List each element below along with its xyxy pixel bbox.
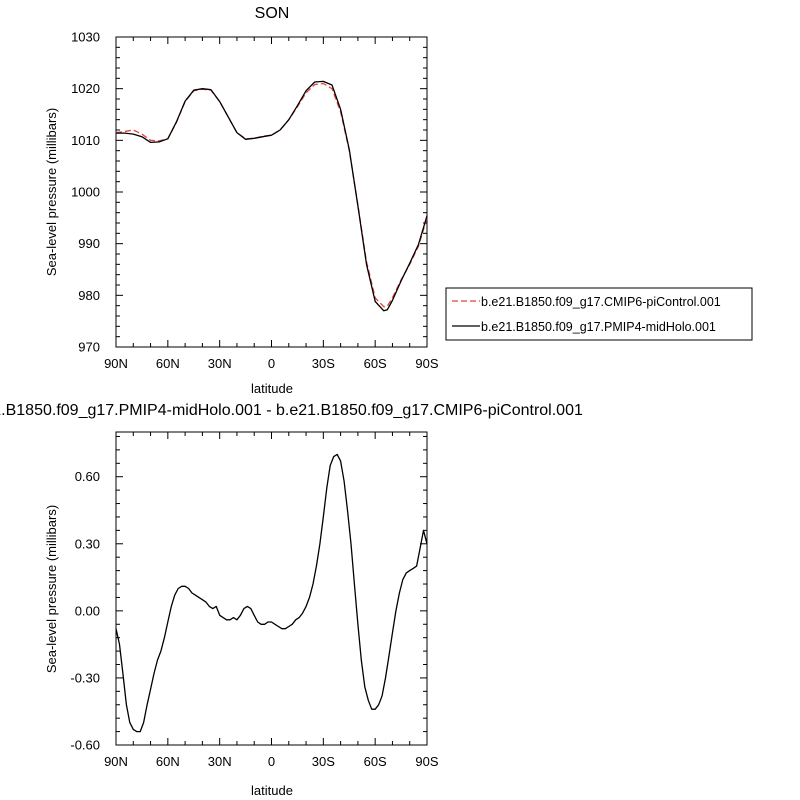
x-tick-label: 90S bbox=[415, 754, 438, 769]
y-tick-label: -0.30 bbox=[70, 670, 100, 685]
bottom-x-tick-labels: 90N 60N 30N 0 30S 60S 90S bbox=[104, 754, 439, 769]
top-panel: SON 90N 60N 30N 0 30S 60S 90S 970 980 990 1000 101… bbox=[44, 5, 439, 396]
x-tick-label: 30N bbox=[208, 356, 232, 371]
x-tick-label: 30S bbox=[312, 356, 335, 371]
y-tick-label: 970 bbox=[78, 340, 100, 355]
bottom-tick-marks bbox=[115, 432, 428, 746]
x-tick-label: 90N bbox=[104, 754, 128, 769]
bottom-x-axis-label: latitude bbox=[251, 783, 293, 798]
legend-label-midholo: b.e21.B1850.f09_g17.PMIP4-midHolo.001 bbox=[481, 320, 716, 334]
bottom-series-lines bbox=[115, 453, 428, 733]
legend-box bbox=[445, 287, 753, 341]
y-tick-label: 1000 bbox=[71, 185, 100, 200]
x-tick-label: 90N bbox=[104, 356, 128, 371]
series-line-0-1 bbox=[116, 80, 428, 312]
series-line-1-0 bbox=[115, 453, 428, 733]
y-tick-label: 980 bbox=[78, 288, 100, 303]
y-tick-label: 1010 bbox=[71, 133, 100, 148]
x-tick-label: 90S bbox=[415, 356, 438, 371]
y-tick-label: 1030 bbox=[71, 30, 100, 45]
x-tick-label: 60S bbox=[364, 356, 387, 371]
top-x-axis-label: latitude bbox=[251, 381, 293, 396]
top-plot-frame bbox=[115, 36, 428, 348]
y-tick-label: 0.30 bbox=[75, 536, 100, 551]
top-chart-title: SON bbox=[255, 5, 290, 22]
y-tick-label: 0.00 bbox=[75, 603, 100, 618]
x-tick-label: 60S bbox=[364, 754, 387, 769]
bottom-y-tick-labels: -0.60 -0.30 0.00 0.30 0.60 bbox=[70, 469, 100, 752]
top-x-tick-labels: 90N 60N 30N 0 30S 60S 90S bbox=[104, 356, 439, 371]
x-tick-label: 60N bbox=[156, 754, 180, 769]
legend-label-picontrol: b.e21.B1850.f09_g17.CMIP6-piControl.001 bbox=[481, 295, 721, 309]
x-tick-label: 0 bbox=[268, 754, 275, 769]
bottom-chart-title: b.e21.B1850.f09_g17.PMIP4-midHolo.001 - … bbox=[0, 402, 583, 419]
x-tick-label: 30S bbox=[312, 754, 335, 769]
top-series-lines bbox=[115, 80, 428, 312]
y-tick-label: 0.60 bbox=[75, 469, 100, 484]
x-tick-label: 30N bbox=[208, 754, 232, 769]
bottom-y-axis-label: Sea-level pressure (millibars) bbox=[44, 505, 59, 673]
top-y-tick-labels: 970 980 990 1000 1010 1020 1030 bbox=[71, 30, 100, 355]
top-y-axis-label: Sea-level pressure (millibars) bbox=[44, 108, 59, 276]
y-tick-label: 990 bbox=[78, 236, 100, 251]
top-tick-marks bbox=[115, 36, 428, 348]
series-line-0-0 bbox=[115, 82, 428, 308]
x-tick-label: 0 bbox=[268, 356, 275, 371]
y-tick-label: -0.60 bbox=[70, 738, 100, 753]
bottom-panel: b.e21.B1850.f09_g17.PMIP4-midHolo.001 - … bbox=[0, 402, 583, 798]
bottom-plot-frame bbox=[115, 431, 428, 746]
y-tick-label: 1020 bbox=[71, 81, 100, 96]
top-legend: b.e21.B1850.f09_g17.CMIP6-piControl.001 … bbox=[445, 287, 753, 341]
x-tick-label: 60N bbox=[156, 356, 180, 371]
